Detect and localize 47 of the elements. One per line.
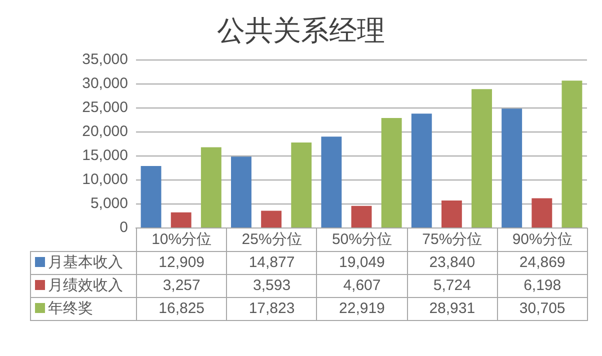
bar (381, 118, 402, 228)
bar (562, 80, 582, 228)
data-label: 12,909 (158, 254, 205, 271)
bar (200, 147, 222, 228)
data-label: 24,869 (519, 254, 566, 271)
y-tick-label: 35,000 (82, 51, 128, 68)
bar (472, 89, 492, 228)
chart-title: 公共关系经理 (216, 14, 386, 48)
data-label: 22,919 (339, 300, 385, 317)
y-tick-label: 5,000 (90, 195, 128, 212)
bar (532, 198, 552, 228)
bar (231, 156, 252, 228)
data-label: 5,724 (433, 277, 471, 294)
data-label: 30,705 (519, 300, 566, 317)
bar (291, 142, 312, 228)
bar (441, 200, 462, 228)
bar (140, 166, 162, 228)
data-label: 3,593 (253, 277, 291, 294)
legend-label: 年终奖 (30, 297, 136, 320)
bar (351, 206, 372, 228)
y-tick-label: 10,000 (82, 171, 128, 188)
y-tick-label: 0 (120, 219, 128, 236)
data-label: 28,931 (429, 300, 476, 317)
data-label: 14,877 (248, 254, 295, 271)
x-tick-label: 25%分位 (226, 228, 317, 251)
x-tick-label: 50%分位 (316, 228, 408, 251)
x-tick-label: 90%分位 (497, 228, 588, 251)
data-label: 3,257 (162, 277, 200, 294)
data-label: 17,823 (248, 300, 295, 317)
legend-label: 月绩效收入 (30, 274, 136, 297)
data-label: 4,607 (343, 277, 381, 294)
bar (321, 136, 342, 228)
y-tick-label: 30,000 (82, 75, 128, 92)
data-label: 23,840 (429, 254, 476, 271)
data-label: 16,825 (158, 300, 205, 317)
data-label: 6,198 (524, 277, 562, 294)
bar (261, 210, 282, 228)
y-tick-label: 20,000 (82, 123, 128, 140)
x-tick-label: 10%分位 (136, 228, 227, 251)
y-tick-label: 25,000 (82, 99, 128, 116)
data-label: 19,049 (339, 254, 385, 271)
bar (170, 212, 192, 228)
x-tick-label: 75%分位 (407, 228, 498, 251)
bar (502, 108, 522, 228)
bar (411, 114, 432, 228)
legend-label: 月基本收入 (30, 251, 136, 274)
y-tick-label: 15,000 (82, 147, 128, 164)
